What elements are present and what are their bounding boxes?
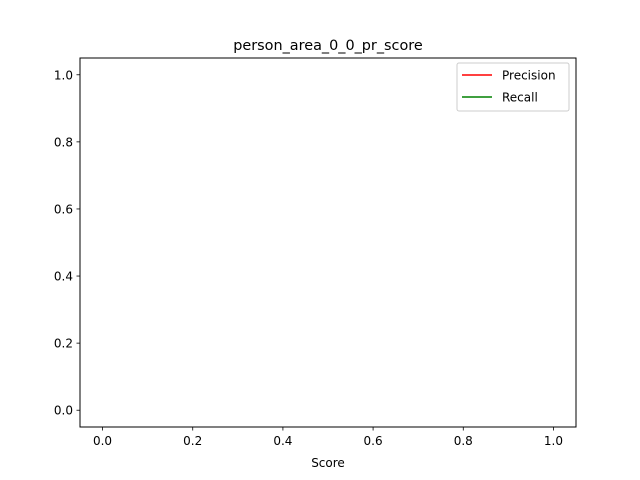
y-tick-label: 0.8: [54, 135, 73, 149]
axes-frame: [79, 57, 577, 428]
chart-title: person_area_0_0_pr_score: [233, 38, 423, 54]
legend-label: Recall: [502, 91, 538, 105]
y-tick-label: 1.0: [54, 68, 73, 82]
legend: Precision Recall: [456, 62, 570, 112]
y-tick-label: 0.6: [54, 202, 73, 216]
x-axis-label: Score: [311, 456, 345, 470]
y-tick-label: 0.0: [54, 404, 73, 418]
x-tick-label: 0.0: [93, 434, 112, 448]
x-tick-label: 1.0: [544, 434, 563, 448]
x-tick-label: 0.6: [364, 434, 383, 448]
y-tick-label: 0.4: [54, 270, 73, 284]
legend-entries: Precision Recall: [462, 69, 556, 105]
x-axis-ticks: 0.0 0.2 0.4 0.6 0.8 1.0: [93, 427, 563, 448]
plot-area: [79, 57, 577, 428]
x-tick-label: 0.8: [454, 434, 473, 448]
legend-label: Precision: [502, 69, 556, 83]
x-tick-label: 0.4: [273, 434, 292, 448]
x-tick-label: 0.2: [183, 434, 202, 448]
y-axis-ticks: 0.0 0.2 0.4 0.6 0.8 1.0: [54, 68, 80, 418]
y-tick-label: 0.2: [54, 337, 73, 351]
